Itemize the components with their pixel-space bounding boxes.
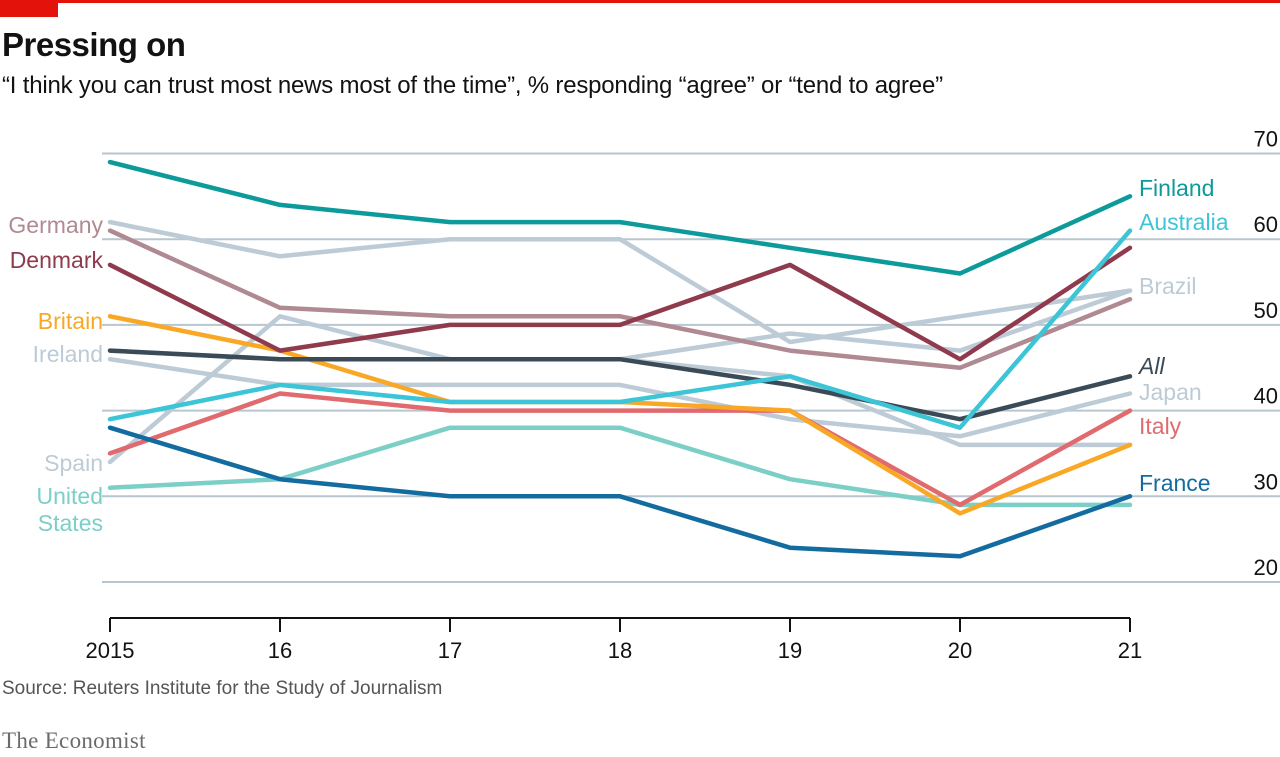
y-tick-label-20: 20 — [1254, 555, 1278, 580]
series-label-britain: Britain — [38, 308, 103, 334]
series-label-all: All — [1137, 353, 1165, 379]
series-label-france: France — [1139, 470, 1211, 496]
gridlines: 20 30 40 50 60 70 — [102, 127, 1280, 583]
series-label-finland: Finland — [1139, 175, 1214, 201]
series-label-germany: Germany — [8, 212, 103, 238]
x-tick-label-19: 19 — [778, 638, 802, 663]
y-tick-label-30: 30 — [1254, 469, 1278, 494]
top-red-tag — [0, 0, 58, 17]
series-line-germany — [107, 228, 1133, 371]
series-line-all — [107, 348, 1133, 422]
x-tick-label-20: 20 — [948, 638, 972, 663]
series-lines — [107, 159, 1133, 559]
y-tick-label-40: 40 — [1254, 384, 1278, 409]
publisher-logo: The Economist — [2, 728, 146, 753]
series-line-denmark — [107, 245, 1133, 362]
series-line-australia — [107, 228, 1133, 430]
top-red-rule — [0, 0, 1280, 3]
series-label-denmark: Denmark — [10, 247, 104, 273]
y-tick-label-70: 70 — [1254, 127, 1278, 152]
series-line-italy — [107, 391, 1133, 508]
series-label-united-states: United States — [37, 483, 103, 536]
chart-subtitle: “I think you can trust most news most of… — [2, 72, 943, 99]
series-line-brazil — [107, 219, 1133, 345]
y-tick-label-50: 50 — [1254, 298, 1278, 323]
chart-title: Pressing on — [2, 26, 186, 63]
series-label-australia: Australia — [1139, 209, 1229, 235]
series-label-ireland: Ireland — [33, 341, 103, 367]
series-label-japan: Japan — [1139, 379, 1202, 405]
series-line-finland — [107, 159, 1133, 276]
x-tick-label-2015: 2015 — [86, 638, 135, 663]
series-label-brazil: Brazil — [1139, 273, 1197, 299]
series-label-italy: Italy — [1139, 413, 1182, 439]
x-tick-label-17: 17 — [438, 638, 462, 663]
series-label-spain: Spain — [44, 450, 103, 476]
y-tick-label-60: 60 — [1254, 212, 1278, 237]
x-tick-label-21: 21 — [1118, 638, 1142, 663]
source-note: Source: Reuters Institute for the Study … — [2, 678, 443, 699]
series-line-france — [107, 425, 1133, 559]
x-tick-label-16: 16 — [268, 638, 292, 663]
series-labels: Japan Brazil Spain Ireland Germany United Stat… — [8, 175, 1228, 536]
x-tick-label-18: 18 — [608, 638, 632, 663]
x-axis: 2015 16 17 18 19 20 21 — [86, 617, 1142, 663]
